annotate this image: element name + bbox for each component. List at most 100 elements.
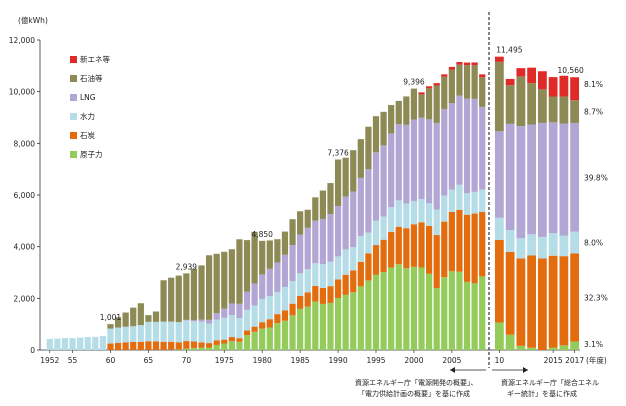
bar-left-原子力 [373,275,379,350]
bar-left-原子力 [403,268,409,350]
bar-left-石炭 [449,212,455,271]
legend-swatch-石油等 [70,75,77,82]
bar-left-LNG [335,206,341,256]
bar-left-石炭 [267,319,273,327]
bar-right-水力 [549,233,558,256]
bar-left-新エネ等 [449,67,455,70]
bar-left-LNG [388,133,394,207]
bar-left-原子力 [252,332,258,350]
bar-left-石炭 [198,342,204,347]
bar-left-水力 [123,327,129,343]
bar-left-石炭 [123,342,129,350]
bar-left-LNG [411,120,417,201]
bar-left-石油等 [160,280,166,321]
total-annotation-2017: 10,560 [558,66,584,75]
bar-left-LNG [191,320,197,321]
bar-left-石油等 [214,254,220,313]
bar-left-石炭 [327,286,333,303]
bar-left-水力 [350,247,356,270]
bar-left-石油等 [236,239,242,304]
bar-left-石炭 [297,296,303,309]
bar-left-石油等 [350,150,356,191]
total-annotation: 7,376 [327,149,349,158]
bar-left-石炭 [176,342,182,349]
bar-left-石油等 [153,312,159,322]
bar-left-LNG [206,320,212,324]
bar-left-原子力 [206,347,212,350]
bar-left-石油等 [107,324,113,328]
bar-left-LNG [434,123,440,210]
bar-left-LNG [365,169,371,232]
bar-left-LNG [198,320,204,322]
bar-left-石油等 [365,127,371,170]
bar-right-石炭 [516,258,525,345]
legend-label-新エネ等: 新エネ等 [80,54,110,64]
bar-left-石油等 [464,65,470,99]
bar-left-水力 [92,337,98,350]
bar-left-原子力 [411,267,417,350]
bar-left-石油等 [327,183,333,214]
bar-right-新エネ等 [570,77,579,100]
bar-right-石炭 [538,258,547,350]
bar-left-石炭 [305,292,311,306]
bar-left-石炭 [426,226,432,274]
bar-left-LNG [312,221,318,264]
bar-left-石炭 [282,310,288,320]
bar-left-水力 [335,256,341,279]
bar-left-石炭 [229,337,235,341]
bar-left-水力 [69,338,75,350]
bar-right-水力 [506,230,515,252]
bar-left-石炭 [358,262,364,287]
bar-left-石炭 [289,304,295,316]
bar-left-LNG [244,292,250,310]
percent-label-LNG: 39.8% [584,173,608,182]
bar-left-水力 [449,190,455,212]
bar-left-原子力 [441,277,447,350]
total-annotation-2010: 11,495 [496,46,522,55]
bar-left-石炭 [320,288,326,304]
bar-right-石炭 [549,256,558,348]
bar-left-LNG [456,96,462,185]
bar-left-新エネ等 [418,92,424,94]
total-annotation: 4,850 [251,230,273,239]
bar-left-石油等 [282,232,288,255]
bar-left-石油等 [456,65,462,96]
bar-left-石油等 [130,308,136,327]
bar-right-石油等 [506,85,515,124]
bar-left-石油等 [244,240,250,292]
bar-left-石炭 [221,340,227,344]
bar-right-新エネ等 [495,57,504,62]
bar-left-水力 [456,185,462,210]
bar-left-原子力 [365,280,371,350]
y-tick-label: 8,000 [14,139,36,148]
bar-left-石炭 [403,228,409,268]
bar-left-原子力 [343,295,349,350]
bar-left-水力 [274,292,280,314]
bar-left-石油等 [191,269,197,321]
bar-left-水力 [396,200,402,226]
bar-left-石炭 [206,343,212,347]
bar-left-原子力 [282,321,288,350]
bar-left-水力 [305,269,311,292]
bar-left-LNG [267,269,273,296]
bar-right-LNG [527,125,536,235]
bar-left-石油等 [426,88,432,119]
bar-left-石油等 [449,70,455,104]
bar-right-LNG [538,123,547,237]
bar-left-水力 [343,249,349,274]
bar-right-新エネ等 [506,79,515,85]
bar-left-LNG [449,103,455,190]
bar-left-石炭 [244,331,250,336]
bar-left-石油等 [289,219,295,245]
x-tick-label: 2015 [544,356,563,365]
bar-left-原子力 [198,348,204,350]
bar-left-LNG [373,152,379,220]
bar-left-原子力 [259,329,265,350]
bar-left-原子力 [396,264,402,350]
bar-left-石油等 [396,101,402,124]
bar-left-水力 [373,221,379,245]
percent-label-水力: 8.0% [584,238,603,247]
bar-left-石油等 [221,252,227,309]
bar-left-石油等 [138,303,144,325]
